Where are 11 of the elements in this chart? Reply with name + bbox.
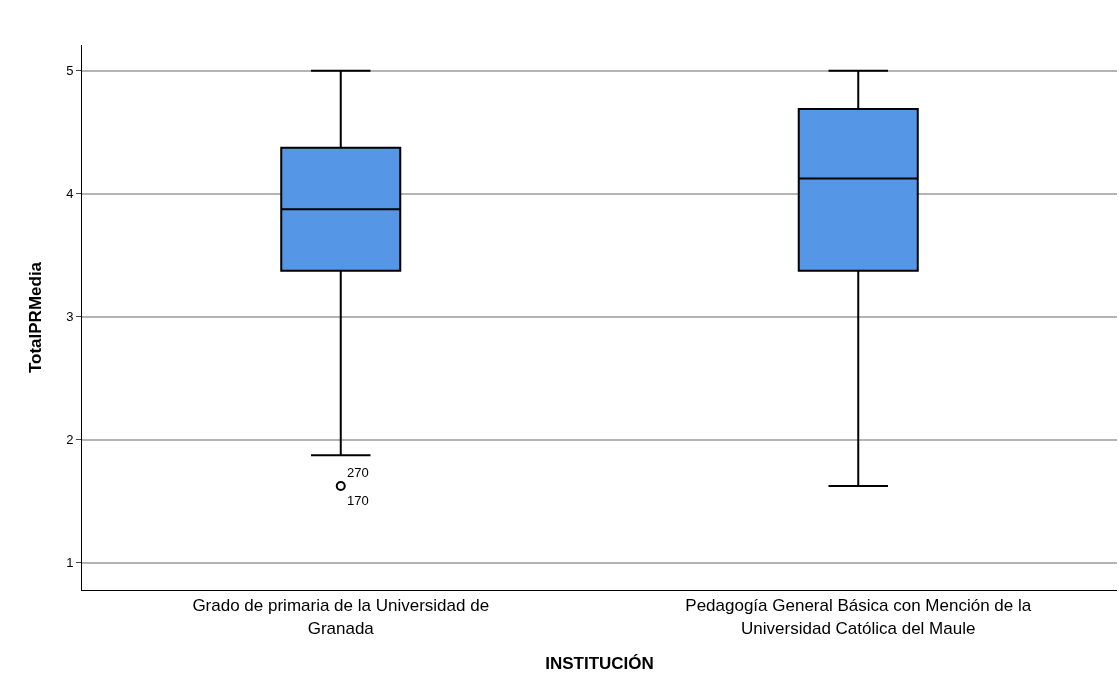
y-tick-label: 3	[66, 309, 74, 325]
x-axis-title: INSTITUCIÓN	[545, 653, 654, 673]
annotation: 270	[347, 465, 369, 480]
x-tick-label: Grado de primaria de la Universidad de Granada	[192, 596, 490, 638]
y-tick-label: 2	[66, 432, 74, 448]
y-axis-title: TotalPRMedia	[25, 261, 45, 374]
y-tick-label: 5	[66, 63, 74, 79]
y-tick-label: 1	[66, 555, 74, 571]
y-tick-label: 4	[66, 186, 74, 202]
x-tick-label: Pedagogía General Básica con Mención de la Universidad Católica del Maule	[685, 596, 1032, 638]
annotation: 170	[347, 493, 369, 508]
